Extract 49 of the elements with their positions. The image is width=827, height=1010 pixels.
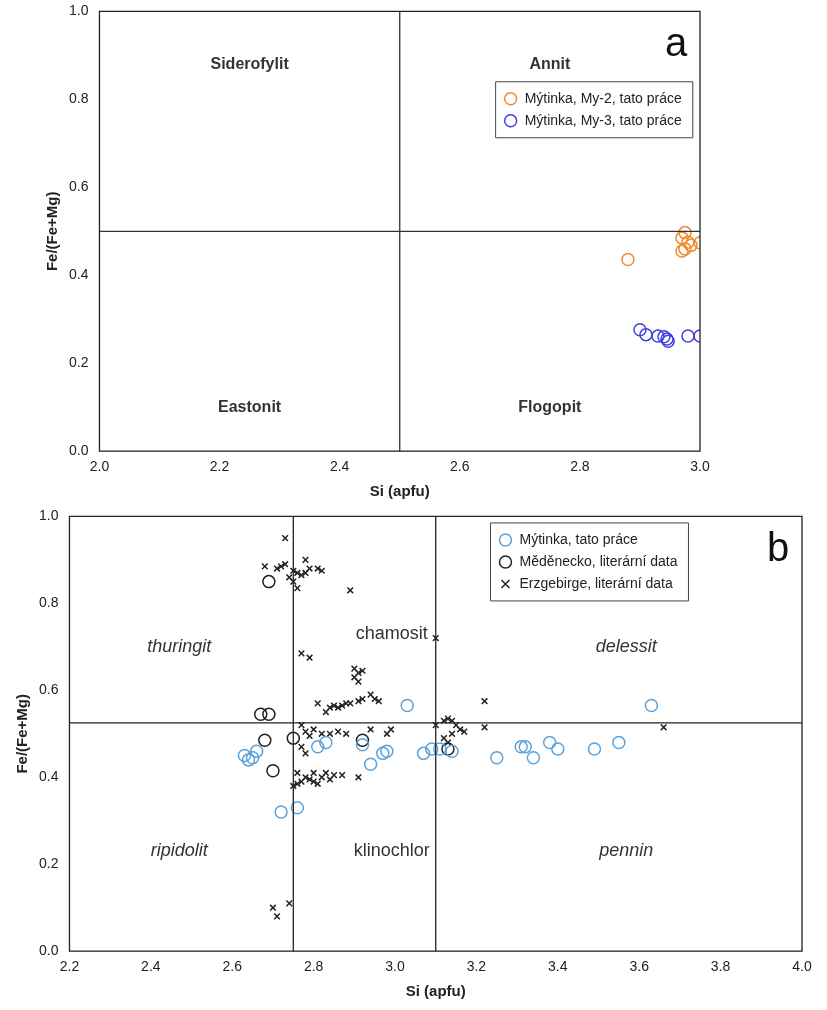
y-tick-label: 0.4 <box>38 768 59 785</box>
legend-label: Měděnecko, literární data <box>519 552 678 569</box>
x-tick-label: 2.8 <box>303 958 324 975</box>
legend-label: Mýtinka, My-2, tato práce <box>524 89 683 106</box>
x-tick-label: 2.4 <box>141 958 161 975</box>
legend-label: Erzgebirge, literární data <box>519 574 673 591</box>
annotation: Eastonit <box>218 397 282 415</box>
annotation: delessit <box>595 635 658 656</box>
x-tick-label: 3.2 <box>466 958 487 975</box>
annotation: chamosit <box>355 622 428 643</box>
y-tick-label: 0.8 <box>38 594 59 611</box>
y-tick-label: 0.6 <box>38 681 59 698</box>
x-tick-label: 2.2 <box>59 958 80 975</box>
legend-label: Mýtinka, My-3, tato práce <box>524 111 683 128</box>
y-tick-label: 0.0 <box>38 942 59 959</box>
annotation: klinochlor <box>353 840 430 861</box>
x-tick-label: 2.6 <box>450 458 470 475</box>
x-tick-label: 4.0 <box>792 958 812 975</box>
x-tick-label: 3.6 <box>629 958 650 975</box>
x-tick-label: 3.4 <box>548 958 568 975</box>
annotation: Flogopit <box>518 397 583 415</box>
x-axis-title: Si (apfu) <box>405 982 466 1000</box>
y-tick-label: 0.8 <box>68 90 89 107</box>
y-tick-label: 0.4 <box>68 266 89 283</box>
annotation: Siderofylit <box>210 54 290 72</box>
x-tick-label: 2.4 <box>329 458 350 475</box>
annotation: b <box>766 525 790 570</box>
x-tick-label: 2.8 <box>570 458 590 475</box>
annotation: thuringit <box>147 635 213 656</box>
x-tick-label: 2.2 <box>209 458 230 475</box>
x-tick-label: 2.6 <box>222 958 243 975</box>
y-tick-label: 0.2 <box>38 855 59 872</box>
y-axis-title: Fe/(Fe+Mg) <box>43 191 61 272</box>
annotation: Annit <box>529 54 571 72</box>
x-tick-label: 3.8 <box>710 958 731 975</box>
x-tick-label: 2.0 <box>89 458 110 475</box>
y-tick-label: 1.0 <box>68 2 89 19</box>
y-tick-label: 0.0 <box>68 442 89 459</box>
x-tick-label: 3.0 <box>385 958 405 975</box>
x-axis-title: Si (apfu) <box>369 482 430 500</box>
y-tick-label: 0.6 <box>68 178 89 195</box>
y-axis-title: Fe/(Fe+Mg) <box>13 694 31 774</box>
annotation: pennin <box>598 840 654 861</box>
legend-label: Mýtinka, tato práce <box>519 530 638 547</box>
y-tick-label: 1.0 <box>38 507 59 524</box>
y-tick-label: 0.2 <box>68 354 89 371</box>
annotation: a <box>664 20 688 65</box>
annotation: ripidolit <box>150 840 209 861</box>
x-tick-label: 3.0 <box>690 458 710 475</box>
